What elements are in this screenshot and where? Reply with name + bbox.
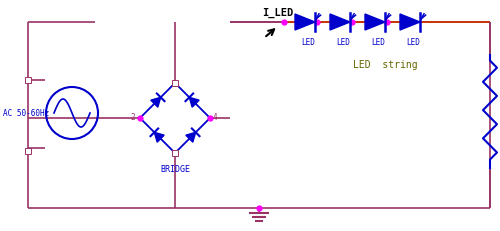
- Polygon shape: [400, 14, 420, 30]
- Text: LED: LED: [371, 38, 385, 47]
- Polygon shape: [186, 132, 196, 142]
- Bar: [25, 77, 31, 83]
- Polygon shape: [154, 132, 164, 142]
- Text: BRIDGE: BRIDGE: [160, 165, 190, 174]
- Polygon shape: [295, 14, 315, 30]
- Text: LED: LED: [301, 38, 315, 47]
- Text: 2: 2: [130, 113, 135, 122]
- Bar: [25, 148, 31, 154]
- Polygon shape: [330, 14, 350, 30]
- Text: LED: LED: [336, 38, 350, 47]
- Text: AC 50-60Hz: AC 50-60Hz: [3, 109, 49, 118]
- Text: 4: 4: [213, 113, 218, 122]
- Polygon shape: [151, 97, 160, 107]
- Polygon shape: [365, 14, 385, 30]
- Bar: [172, 150, 178, 156]
- Text: LED: LED: [406, 38, 420, 47]
- Polygon shape: [190, 97, 199, 107]
- Text: I_LED: I_LED: [262, 8, 294, 18]
- Text: LED  string: LED string: [352, 60, 418, 70]
- Bar: [172, 80, 178, 86]
